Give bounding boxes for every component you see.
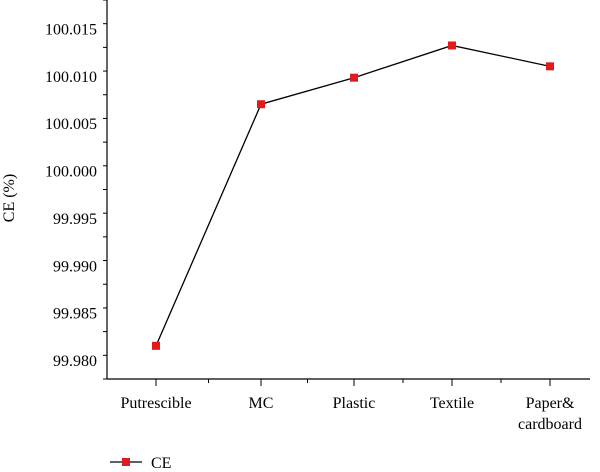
x-ticks: Putrescible MC Plastic Textile Paper& cardboa… xyxy=(120,379,582,433)
y-tick-label: 99.985 xyxy=(53,306,97,323)
legend: CE xyxy=(110,455,171,472)
legend-label: CE xyxy=(151,455,171,472)
data-point-marker xyxy=(448,41,456,50)
y-tick-label: 100.015 xyxy=(45,21,97,38)
series-line-ce xyxy=(155,44,551,347)
data-point-marker xyxy=(257,100,265,109)
y-tick-label: 99.995 xyxy=(53,211,97,228)
x-category-label: MC xyxy=(249,395,274,412)
data-point-marker xyxy=(350,73,358,82)
y-axis-title: CE (%) xyxy=(1,174,18,222)
x-category-label: Putrescible xyxy=(120,395,191,412)
y-tick-label: 100.000 xyxy=(45,164,97,181)
y-tick-label: 99.980 xyxy=(53,353,97,370)
series-layer xyxy=(152,41,554,350)
y-tick-label: 100.010 xyxy=(45,69,97,86)
axes xyxy=(106,0,590,380)
y-tick-label: 99.990 xyxy=(53,258,97,275)
data-point-marker xyxy=(152,341,160,350)
y-tick-label: 100.005 xyxy=(45,116,97,133)
data-point-marker xyxy=(546,62,554,71)
x-category-label: Paper& cardboard xyxy=(518,395,582,433)
x-category-label: Textile xyxy=(430,395,474,412)
legend-marker xyxy=(122,458,130,466)
x-category-label: Plastic xyxy=(333,395,376,412)
y-ticks: 99.980 99.985 99.990 99.995 100.000 100.005 10… xyxy=(45,0,107,380)
